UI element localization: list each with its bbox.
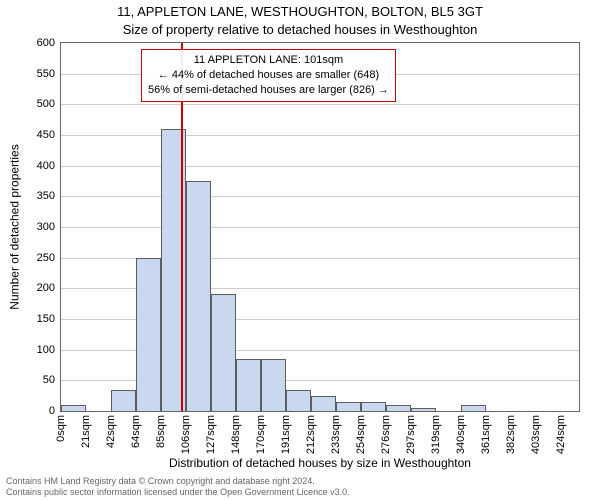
y-tick-label: 600 [37,37,55,49]
x-tick-label: 21sqm [80,415,92,448]
x-tick-label: 85sqm [155,415,167,448]
annotation-line: 56% of semi-detached houses are larger (… [148,83,389,98]
x-tick-label: 276sqm [380,415,392,454]
x-tick-label: 254sqm [355,415,367,454]
y-tick-label: 200 [37,282,55,294]
histogram-bar [411,408,436,411]
y-tick-label: 500 [37,98,55,110]
footer-line: Contains HM Land Registry data © Crown c… [6,476,594,487]
x-tick-label: 191sqm [280,415,292,454]
histogram-bar [336,402,361,411]
x-tick-label: 42sqm [105,415,117,448]
x-tick-label: 340sqm [455,415,467,454]
chart-title: 11, APPLETON LANE, WESTHOUGHTON, BOLTON,… [0,4,600,19]
x-tick-label: 424sqm [555,415,567,454]
gridline [61,166,579,167]
footer-attribution: Contains HM Land Registry data © Crown c… [6,476,594,498]
histogram-bar [211,294,236,411]
footer-line: Contains public sector information licen… [6,487,594,498]
gridline [61,227,579,228]
x-tick-label: 361sqm [480,415,492,454]
x-tick-label: 170sqm [255,415,267,454]
y-tick-label: 50 [43,374,55,386]
histogram-bar [261,359,286,411]
histogram-bar [361,402,386,411]
x-tick-label: 127sqm [205,415,217,454]
plot-area: 0501001502002503003504004505005506000sqm… [60,42,580,412]
y-tick-label: 150 [37,313,55,325]
histogram-bar [111,390,136,411]
x-tick-label: 382sqm [505,415,517,454]
gridline [61,196,579,197]
histogram-bar [236,359,261,411]
y-tick-label: 350 [37,190,55,202]
histogram-bar [386,405,411,411]
histogram-bar [186,181,211,411]
chart-container: 11, APPLETON LANE, WESTHOUGHTON, BOLTON,… [0,0,600,500]
y-tick-label: 250 [37,252,55,264]
x-tick-label: 212sqm [305,415,317,454]
chart-subtitle: Size of property relative to detached ho… [0,22,600,37]
x-tick-label: 403sqm [530,415,542,454]
y-tick-label: 450 [37,129,55,141]
gridline [61,104,579,105]
x-tick-label: 148sqm [230,415,242,454]
histogram-bar [61,405,86,411]
histogram-bar [136,258,161,411]
gridline [61,135,579,136]
x-tick-label: 64sqm [130,415,142,448]
annotation-line: 11 APPLETON LANE: 101sqm [148,53,389,68]
x-tick-label: 319sqm [430,415,442,454]
annotation-line: ← 44% of detached houses are smaller (64… [148,68,389,83]
y-tick-label: 300 [37,221,55,233]
x-tick-label: 106sqm [180,415,192,454]
x-axis-label: Distribution of detached houses by size … [60,456,580,470]
x-tick-label: 0sqm [55,415,67,442]
histogram-bar [461,405,486,411]
histogram-bar [311,396,336,411]
annotation-box: 11 APPLETON LANE: 101sqm ← 44% of detach… [141,49,396,102]
y-tick-label: 400 [37,160,55,172]
histogram-bar [286,390,311,411]
y-tick-label: 550 [37,68,55,80]
y-tick-label: 100 [37,344,55,356]
y-axis-label: Number of detached properties [8,42,22,412]
x-tick-label: 297sqm [405,415,417,454]
x-tick-label: 233sqm [330,415,342,454]
